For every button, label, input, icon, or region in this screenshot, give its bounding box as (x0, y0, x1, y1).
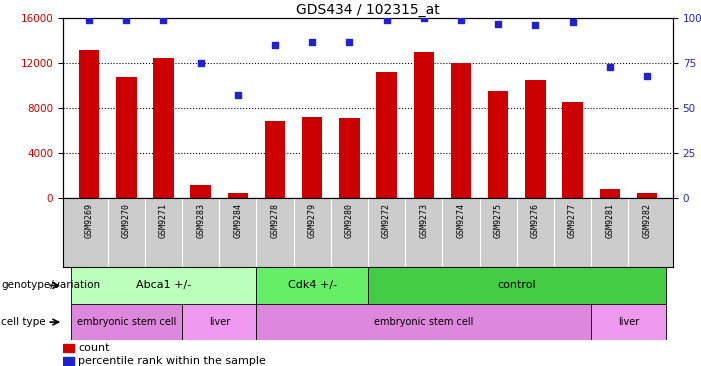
Bar (79, 50, 100, 198)
Point (343, 39, 355, 45)
Text: Cdk4 +/-: Cdk4 +/- (287, 280, 336, 291)
Point (530, 23, 541, 29)
Point (456, 17, 467, 23)
Point (158, 17, 169, 23)
Point (418, 15, 430, 21)
Point (306, 39, 318, 45)
Bar (591, 304, 665, 340)
Text: count: count (79, 343, 110, 353)
Text: GSM9282: GSM9282 (642, 203, 651, 238)
Text: GSM9269: GSM9269 (85, 203, 94, 238)
Text: GSM9276: GSM9276 (531, 203, 540, 238)
Bar (191, 185, 211, 198)
Bar (339, 118, 360, 198)
Text: GSM9283: GSM9283 (196, 203, 205, 238)
Bar (265, 122, 285, 198)
Point (567, 19, 578, 25)
Text: GSM9281: GSM9281 (605, 203, 614, 238)
Point (269, 42, 280, 48)
Bar (257, 304, 591, 340)
Bar (376, 72, 397, 198)
Text: GSM9278: GSM9278 (271, 203, 280, 238)
Text: GSM9271: GSM9271 (159, 203, 168, 238)
Bar (562, 102, 583, 198)
Text: liver: liver (209, 317, 230, 327)
Text: genotype/variation: genotype/variation (1, 280, 100, 291)
Point (83, 17, 95, 23)
Point (232, 93, 243, 98)
Bar (599, 189, 620, 198)
Text: Abca1 +/-: Abca1 +/- (136, 280, 191, 291)
Bar (637, 193, 657, 198)
Text: GSM9279: GSM9279 (308, 203, 317, 238)
Text: GSM9274: GSM9274 (456, 203, 465, 238)
Bar (368, 267, 665, 304)
Bar (71, 267, 257, 304)
Text: GSM9284: GSM9284 (233, 203, 243, 238)
Text: liver: liver (618, 317, 639, 327)
Point (493, 21, 504, 27)
Bar (182, 304, 257, 340)
Text: GSM9270: GSM9270 (122, 203, 131, 238)
Bar (228, 193, 248, 198)
Text: GSM9273: GSM9273 (419, 203, 428, 238)
Bar (63, 357, 74, 365)
Text: embryonic stem cell: embryonic stem cell (374, 317, 473, 327)
Bar (257, 267, 368, 304)
Text: cell type: cell type (1, 317, 46, 327)
Bar (451, 63, 471, 198)
Point (121, 17, 132, 23)
Text: control: control (498, 280, 536, 291)
Point (195, 60, 206, 66)
Bar (488, 91, 508, 198)
Text: percentile rank within the sample: percentile rank within the sample (79, 356, 266, 366)
Point (381, 17, 393, 23)
Text: GSM9280: GSM9280 (345, 203, 354, 238)
Bar (414, 52, 434, 198)
Bar (116, 76, 137, 198)
Title: GDS434 / 102315_at: GDS434 / 102315_at (296, 3, 440, 17)
Point (604, 64, 615, 70)
Bar (302, 117, 322, 198)
Bar (154, 57, 174, 198)
Bar (71, 304, 182, 340)
Text: embryonic stem cell: embryonic stem cell (76, 317, 176, 327)
Text: GSM9275: GSM9275 (494, 203, 503, 238)
Text: GSM9277: GSM9277 (568, 203, 577, 238)
Point (641, 73, 653, 79)
Text: GSM9272: GSM9272 (382, 203, 391, 238)
Bar (525, 80, 545, 198)
Bar (63, 344, 74, 352)
